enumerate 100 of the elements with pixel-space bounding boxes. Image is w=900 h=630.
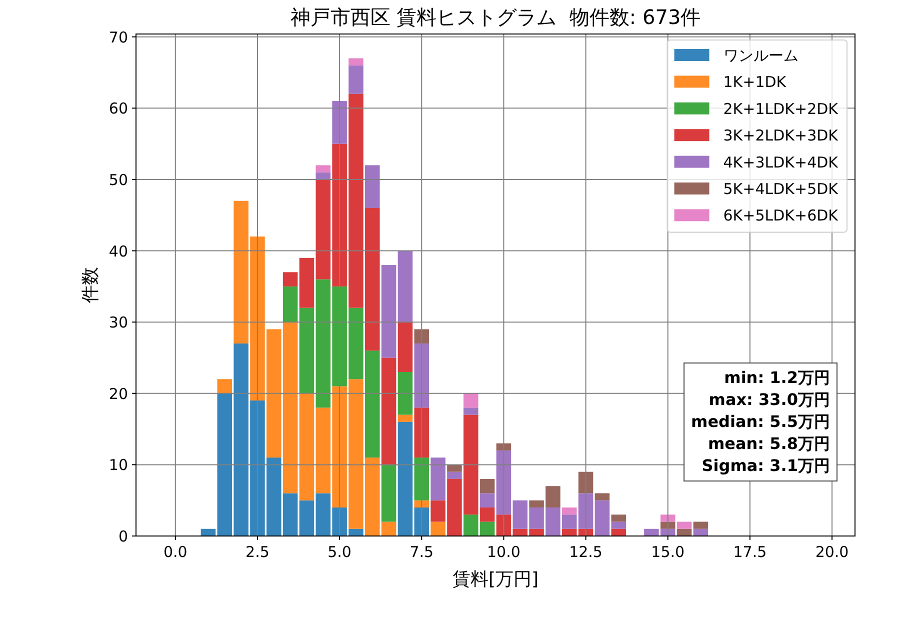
bar — [693, 528, 708, 536]
legend-label: 2K+1LDK+2DK — [723, 100, 840, 118]
bar — [414, 329, 430, 344]
x-tick-label: 15.0 — [651, 543, 685, 561]
y-tick-label: 40 — [108, 242, 128, 260]
bar — [430, 522, 446, 536]
bar — [414, 500, 430, 508]
bar — [266, 458, 282, 536]
bar — [398, 422, 413, 536]
bar — [414, 507, 430, 536]
y-tick-label: 60 — [108, 100, 128, 118]
bar — [447, 464, 462, 472]
bar — [398, 372, 413, 415]
bar — [266, 329, 282, 458]
bar — [496, 450, 512, 515]
bar — [282, 322, 298, 494]
bar — [364, 165, 380, 208]
bar — [660, 514, 676, 522]
annotation: max: 33.0万円 — [708, 390, 830, 409]
bar — [316, 279, 331, 408]
bar — [463, 414, 478, 515]
bar — [200, 528, 216, 536]
bar — [480, 478, 495, 494]
bar — [414, 343, 430, 408]
bar — [364, 458, 380, 536]
bar — [332, 101, 347, 144]
x-tick-label: 17.5 — [733, 543, 767, 561]
y-tick-label: 20 — [108, 384, 128, 403]
bar — [447, 472, 462, 479]
legend-label: 6K+5LDK+6DK — [723, 206, 840, 225]
legend-label: ワンルーム — [723, 46, 798, 64]
legend-label: 4K+3LDK+4DK — [723, 153, 840, 172]
bar — [348, 308, 364, 380]
bar — [364, 350, 380, 458]
bar — [578, 493, 594, 529]
chart-title: 神戸市西区 賃料ヒストグラム 物件数: 673件 — [290, 5, 701, 29]
bar — [676, 522, 692, 529]
bar — [332, 386, 347, 508]
bar — [282, 272, 298, 286]
bar — [332, 144, 347, 286]
bar — [234, 343, 248, 536]
annotation: Sigma: 3.1万円 — [702, 456, 830, 475]
bar — [282, 493, 298, 536]
bar — [611, 528, 626, 536]
bar — [299, 308, 314, 394]
bar — [217, 393, 232, 536]
bar — [529, 500, 544, 508]
bar — [676, 528, 692, 536]
bar — [693, 522, 708, 529]
x-tick-label: 2.5 — [246, 543, 270, 561]
y-tick-label: 30 — [108, 314, 128, 332]
x-tick-label: 5.0 — [328, 543, 352, 561]
bar — [562, 514, 577, 529]
bar — [480, 522, 495, 536]
bar — [594, 493, 610, 500]
bar — [381, 464, 396, 522]
y-tick-label: 70 — [108, 28, 128, 46]
bar — [463, 514, 478, 536]
bar — [348, 528, 364, 536]
bar — [430, 458, 446, 500]
bar — [660, 522, 676, 529]
bar — [381, 522, 396, 536]
bar — [299, 393, 314, 500]
x-tick-label: 0.0 — [163, 543, 188, 561]
bar — [463, 408, 478, 415]
bar — [512, 528, 528, 536]
y-tick-label: 10 — [108, 456, 128, 474]
annotation: min: 1.2万円 — [724, 368, 830, 387]
x-tick-label: 10.0 — [487, 543, 520, 561]
bar — [496, 514, 512, 536]
bar — [611, 514, 626, 522]
y-tick-label: 0 — [118, 528, 128, 546]
bar — [299, 258, 314, 308]
bar — [250, 236, 265, 401]
bar — [381, 358, 396, 465]
bar — [578, 472, 594, 494]
bar — [282, 286, 298, 322]
bar — [332, 507, 347, 536]
bar — [562, 528, 577, 536]
bar — [496, 443, 512, 450]
legend-label: 3K+2LDK+3DK — [723, 126, 840, 145]
annotation: median: 5.5万円 — [691, 412, 830, 431]
legend-label: 5K+4LDK+5DK — [723, 180, 840, 198]
bar — [234, 200, 248, 344]
bar — [594, 500, 610, 536]
bar — [529, 507, 544, 529]
legend-label: 1K+1DK — [723, 73, 788, 92]
x-tick-label: 12.5 — [569, 543, 602, 561]
y-tick-label: 50 — [108, 170, 128, 189]
bar — [611, 522, 626, 529]
bar — [398, 322, 413, 372]
bar — [316, 408, 331, 494]
bar — [414, 408, 430, 458]
bar — [562, 507, 577, 515]
bar — [398, 414, 413, 422]
bar — [430, 500, 446, 522]
x-tick-label: 7.5 — [410, 543, 434, 561]
x-axis-title: 賃料[万円] — [452, 569, 539, 590]
bar — [480, 507, 495, 522]
bar — [316, 493, 331, 536]
